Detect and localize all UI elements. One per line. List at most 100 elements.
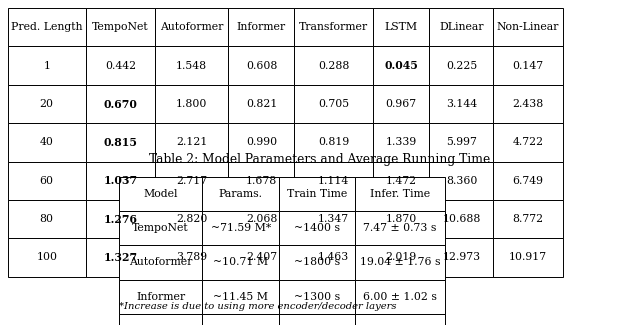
Text: 40: 40 <box>40 137 54 147</box>
Text: ~11.45 M: ~11.45 M <box>213 292 268 302</box>
Bar <box>429 123 493 162</box>
Bar <box>493 162 563 200</box>
Bar <box>493 85 563 123</box>
Text: Table 2: Model Parameters and Average Running Time: Table 2: Model Parameters and Average Ru… <box>149 153 491 166</box>
Bar <box>294 162 373 200</box>
Text: Infer. Time: Infer. Time <box>370 189 430 199</box>
Text: 2.019: 2.019 <box>386 253 417 262</box>
Bar <box>355 245 445 280</box>
Text: 10.917: 10.917 <box>509 253 547 262</box>
Bar <box>429 8 493 46</box>
Text: Transformer: Transformer <box>299 22 369 32</box>
Text: 0.990: 0.990 <box>246 137 277 147</box>
Bar <box>8 162 86 200</box>
Text: 19.04 ± 1.76 s: 19.04 ± 1.76 s <box>360 257 440 267</box>
Text: Autoformer: Autoformer <box>129 257 193 267</box>
Text: 0.815: 0.815 <box>103 137 138 148</box>
Text: Non-Linear: Non-Linear <box>497 22 559 32</box>
Bar <box>119 177 202 211</box>
Bar <box>155 238 228 277</box>
Bar <box>155 162 228 200</box>
Text: 20: 20 <box>40 99 54 109</box>
Bar <box>279 314 355 325</box>
Bar <box>294 85 373 123</box>
Text: Params.: Params. <box>219 189 262 199</box>
Text: 0.967: 0.967 <box>386 99 417 109</box>
Text: 12.973: 12.973 <box>442 253 481 262</box>
Bar <box>202 245 279 280</box>
Text: 0.225: 0.225 <box>446 61 477 71</box>
Text: 1.800: 1.800 <box>176 99 207 109</box>
Text: 2.717: 2.717 <box>176 176 207 186</box>
Text: 8.772: 8.772 <box>513 214 543 224</box>
Bar <box>279 280 355 314</box>
Bar <box>294 123 373 162</box>
Bar <box>202 177 279 211</box>
Text: 1.347: 1.347 <box>318 214 349 224</box>
Bar <box>355 177 445 211</box>
Text: ~71.59 M*: ~71.59 M* <box>211 223 271 233</box>
Text: 100: 100 <box>36 253 57 262</box>
Bar <box>86 85 155 123</box>
Bar <box>355 211 445 245</box>
Bar <box>355 280 445 314</box>
Text: 1.548: 1.548 <box>176 61 207 71</box>
Bar <box>279 211 355 245</box>
Bar <box>86 238 155 277</box>
Text: 3.789: 3.789 <box>176 253 207 262</box>
Text: 0.442: 0.442 <box>105 61 136 71</box>
Bar <box>228 46 294 85</box>
Text: Autoformer: Autoformer <box>160 22 223 32</box>
Bar <box>155 46 228 85</box>
Bar <box>8 8 86 46</box>
Text: 0.819: 0.819 <box>318 137 349 147</box>
Text: 1.276: 1.276 <box>103 214 138 225</box>
Text: 4.722: 4.722 <box>513 137 543 147</box>
Text: 10.688: 10.688 <box>442 214 481 224</box>
Text: 2.407: 2.407 <box>246 253 277 262</box>
Bar <box>493 123 563 162</box>
Text: 6.00 ± 1.02 s: 6.00 ± 1.02 s <box>363 292 437 302</box>
Bar <box>228 162 294 200</box>
Text: ~1800 s: ~1800 s <box>294 257 340 267</box>
Text: 3.144: 3.144 <box>446 99 477 109</box>
Bar <box>429 85 493 123</box>
Text: 1.327: 1.327 <box>103 252 138 263</box>
Bar <box>373 162 429 200</box>
Bar <box>228 85 294 123</box>
Bar <box>8 46 86 85</box>
Text: 0.045: 0.045 <box>385 60 418 71</box>
Text: 1.463: 1.463 <box>318 253 349 262</box>
Text: 60: 60 <box>40 176 54 186</box>
Bar <box>228 238 294 277</box>
Text: *Increase is due to using more encoder/decoder layers: *Increase is due to using more encoder/d… <box>119 302 397 311</box>
Text: 0.608: 0.608 <box>246 61 277 71</box>
Text: 1.870: 1.870 <box>386 214 417 224</box>
Text: 1.339: 1.339 <box>386 137 417 147</box>
Text: 2.438: 2.438 <box>513 99 543 109</box>
Bar <box>279 245 355 280</box>
Text: 0.705: 0.705 <box>318 99 349 109</box>
Text: TempoNet: TempoNet <box>92 22 148 32</box>
Text: 1.037: 1.037 <box>103 175 138 186</box>
Text: 1.472: 1.472 <box>386 176 417 186</box>
Text: 5.997: 5.997 <box>446 137 477 147</box>
Bar <box>119 314 202 325</box>
Bar <box>155 200 228 238</box>
Text: DLinear: DLinear <box>439 22 484 32</box>
Bar <box>493 8 563 46</box>
Bar <box>373 8 429 46</box>
Text: 8.360: 8.360 <box>445 176 477 186</box>
Bar <box>373 200 429 238</box>
Bar <box>8 123 86 162</box>
Text: 0.288: 0.288 <box>318 61 349 71</box>
Text: LSTM: LSTM <box>385 22 418 32</box>
Text: TempoNet: TempoNet <box>132 223 189 233</box>
Bar <box>202 314 279 325</box>
Text: 7.47 ± 0.73 s: 7.47 ± 0.73 s <box>364 223 436 233</box>
Bar <box>86 162 155 200</box>
Bar <box>8 85 86 123</box>
Text: 80: 80 <box>40 214 54 224</box>
Bar <box>429 200 493 238</box>
Text: 0.670: 0.670 <box>104 98 137 110</box>
